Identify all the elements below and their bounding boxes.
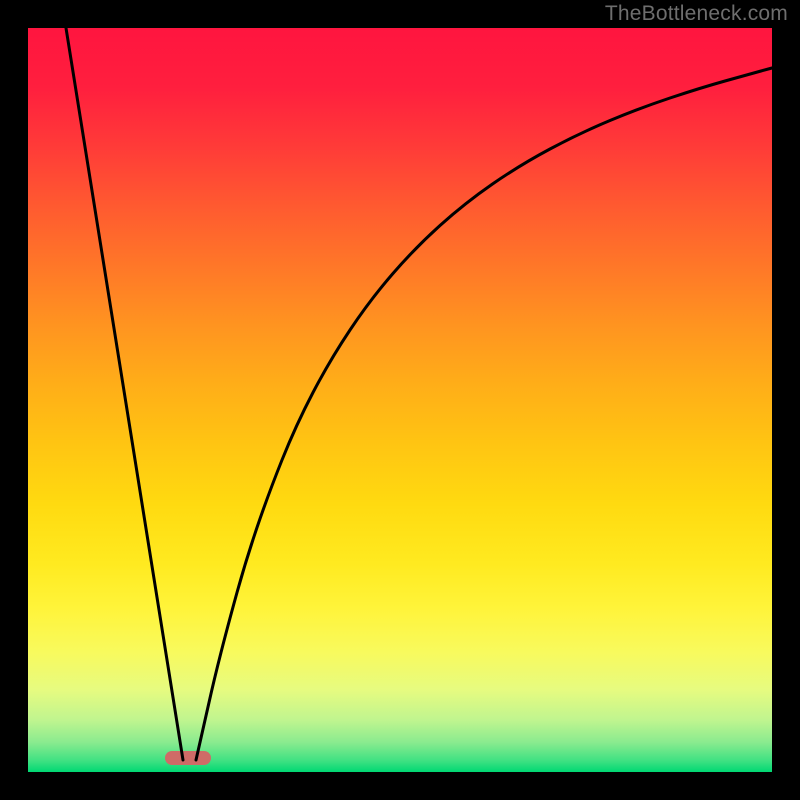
optimum-marker [165, 751, 211, 765]
chart-background-gradient [28, 28, 772, 772]
chart-container: TheBottleneck.com [0, 0, 800, 800]
watermark-text: TheBottleneck.com [605, 2, 788, 26]
bottleneck-chart [0, 0, 800, 800]
